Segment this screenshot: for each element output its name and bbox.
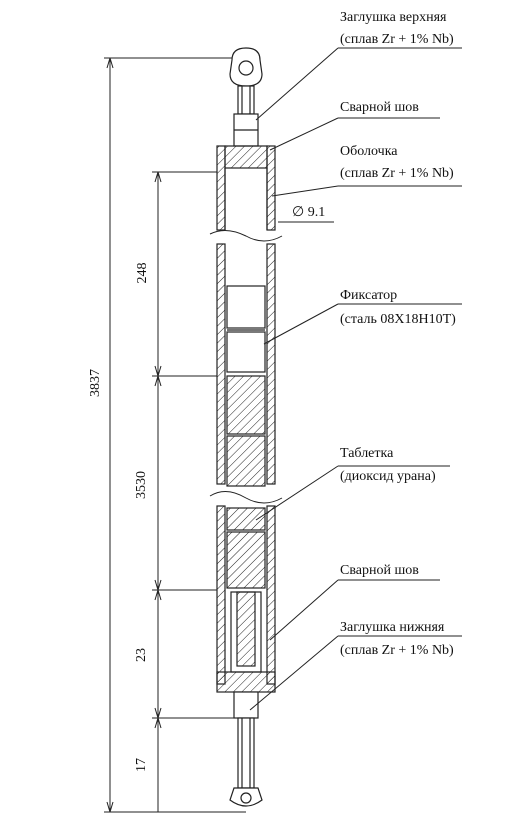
dim-bottom-section: 23 xyxy=(134,648,149,662)
cladding-middle xyxy=(216,243,276,485)
leader-lines xyxy=(249,47,462,711)
label-top-cap: Заглушка верхняя xyxy=(340,10,447,25)
label-weld-bottom: Сварной шов xyxy=(340,563,419,578)
retainer xyxy=(226,285,266,373)
fuel-pellets-upper xyxy=(226,375,266,487)
break-line-lower xyxy=(209,491,283,504)
label-top-cap-material: (сплав Zr + 1% Nb) xyxy=(340,32,454,47)
top-end-cap xyxy=(224,47,268,169)
label-retainer-material: (сталь 08Х18Н10Т) xyxy=(340,312,456,327)
dimension-lines xyxy=(104,57,246,813)
break-line-upper xyxy=(209,230,283,242)
cladding-upper xyxy=(216,145,276,231)
label-diameter: ∅ 9.1 xyxy=(292,205,326,220)
label-cladding-material: (сплав Zr + 1% Nb) xyxy=(340,166,454,181)
dim-fuel-column-length: 3530 xyxy=(134,471,149,499)
label-bottom-cap: Заглушка нижняя xyxy=(340,620,445,635)
label-retainer: Фиксатор xyxy=(340,288,398,303)
dim-bottom-cap-length: 17 xyxy=(134,758,149,772)
bottom-end-cap xyxy=(216,591,276,807)
label-weld-top: Сварной шов xyxy=(340,100,419,115)
label-pellet: Таблетка xyxy=(340,446,394,461)
label-bottom-cap-material: (сплав Zr + 1% Nb) xyxy=(340,643,454,658)
dim-total-length: 3837 xyxy=(88,369,103,397)
fuel-pellets-lower xyxy=(226,507,266,589)
label-pellet-material: (диоксид урана) xyxy=(340,469,436,484)
label-cladding: Оболочка xyxy=(340,144,398,159)
dim-plenum-length: 248 xyxy=(135,262,150,284)
